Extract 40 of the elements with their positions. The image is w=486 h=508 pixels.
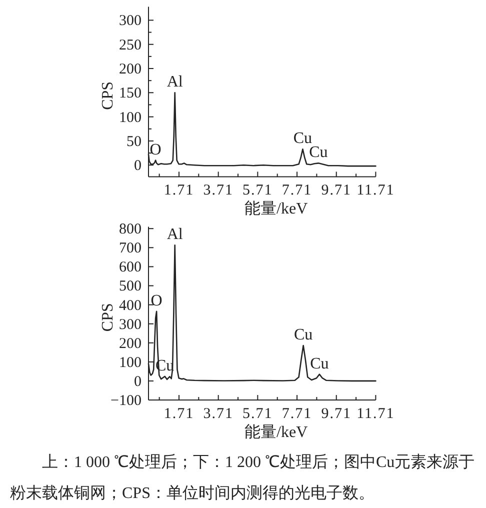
- x-tick-label: 5.71: [242, 406, 273, 422]
- x-tick-label: 9.71: [321, 182, 352, 199]
- y-axis-title: CPS: [100, 81, 116, 110]
- annotation: Cu: [310, 355, 329, 372]
- x-axis-title: 能量/keV: [244, 200, 308, 218]
- text: 上：1 000 ℃处理后；下：1 200 ℃处理后；图中Cu元素来源于粉末载体铜网；CPS：单位时间内测得的光电子数。: [10, 452, 476, 504]
- y-tick-label: 100: [119, 354, 142, 371]
- annotation: Cu: [294, 326, 313, 344]
- y-tick-label: 250: [119, 37, 142, 54]
- annotation: Al: [166, 226, 184, 244]
- x-tick-label: 7.71: [282, 406, 312, 422]
- x-axis-title: 能量/keV: [244, 423, 308, 441]
- y-tick-label: 0: [134, 158, 142, 174]
- y-tick-label: 400: [119, 298, 142, 314]
- y-tick-label: 100: [119, 110, 142, 126]
- x-tick-label: 1.71: [164, 406, 194, 422]
- y-tick-label: 300: [119, 13, 142, 30]
- y-tick-label: 500: [119, 278, 142, 295]
- x-tick-label: 3.71: [203, 182, 234, 199]
- y-tick-label: −100: [110, 393, 142, 409]
- annotation: Al: [166, 74, 184, 91]
- y-axis-title: CPS: [100, 303, 116, 332]
- annotation: O: [150, 141, 162, 158]
- x-tick-label: 7.71: [282, 182, 312, 199]
- y-tick-label: 200: [119, 62, 142, 78]
- y-tick-label: 800: [119, 222, 142, 238]
- x-tick-label: 11.71: [356, 182, 395, 199]
- x-tick-label: 11.71: [356, 406, 395, 422]
- y-tick-label: 600: [119, 260, 142, 276]
- annotation: O: [150, 292, 162, 310]
- y-tick-label: 700: [119, 240, 142, 257]
- y-tick-label: 300: [119, 316, 142, 333]
- x-tick-label: 1.71: [164, 182, 194, 199]
- x-tick-label: 5.71: [242, 182, 273, 199]
- x-tick-label: 3.71: [203, 406, 234, 422]
- x-tick-label: 9.71: [321, 406, 352, 422]
- y-tick-label: 0: [134, 374, 142, 390]
- y-tick-label: 50: [126, 134, 142, 150]
- y-tick-label: 200: [119, 336, 142, 352]
- y-tick-label: 150: [119, 86, 142, 102]
